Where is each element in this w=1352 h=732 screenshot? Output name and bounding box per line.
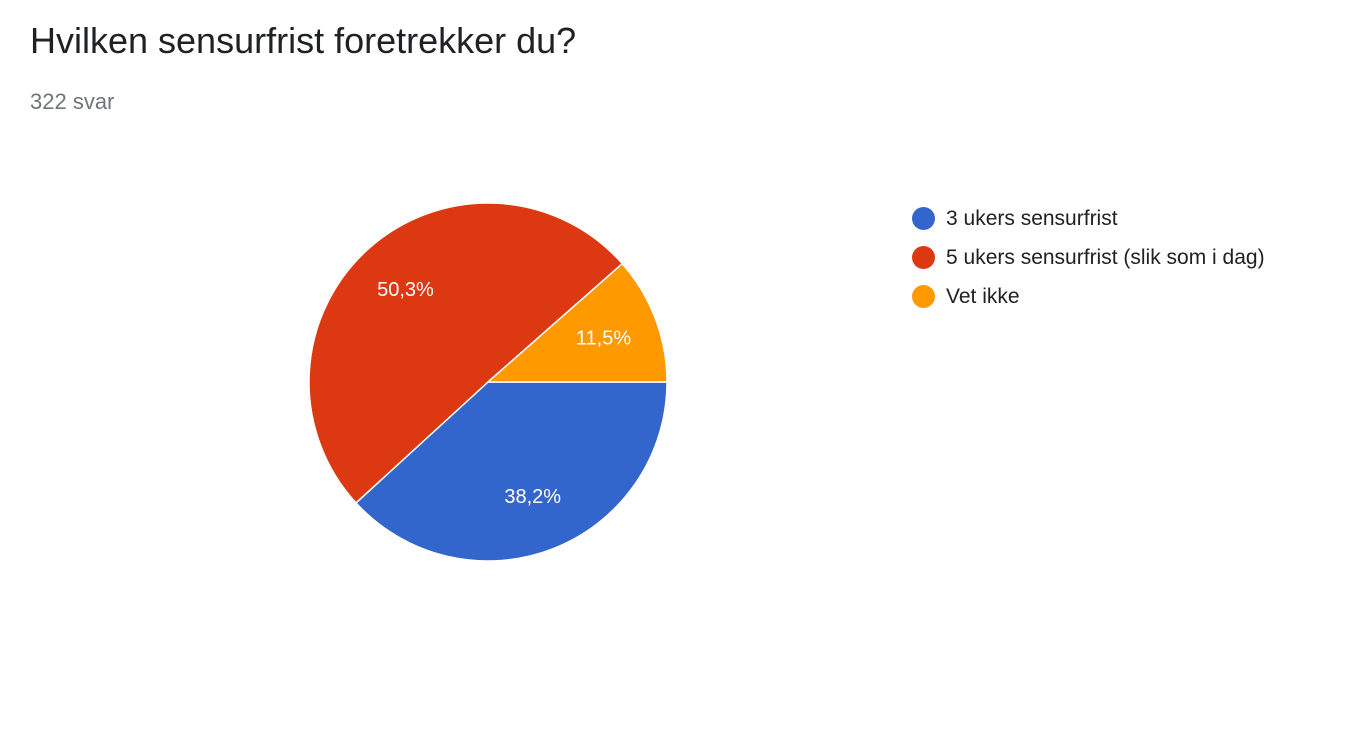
pie-slice-3-ukers[interactable] xyxy=(354,381,668,562)
legend-label: 3 ukers sensurfrist xyxy=(946,206,1118,230)
data-label-vet-ikke: 11,5% xyxy=(576,327,631,349)
response-count: 322 svar xyxy=(30,89,115,114)
data-label-5-ukers: 50,3% xyxy=(377,279,434,301)
legend-swatch xyxy=(912,207,935,230)
chart-title: Hvilken sensurfrist foretrekker du? xyxy=(30,20,577,61)
pie-slice-vet-ikke[interactable] xyxy=(486,262,668,383)
legend-item-vet-ikke[interactable]: Vet ikke xyxy=(912,277,1265,316)
data-label-3-ukers: 38,2% xyxy=(504,486,561,508)
legend-label: Vet ikke xyxy=(946,284,1020,308)
legend-item-5-ukers[interactable]: 5 ukers sensurfrist (slik som i dag) xyxy=(912,238,1265,277)
legend-swatch xyxy=(912,285,935,308)
legend-label: 5 ukers sensurfrist (slik som i dag) xyxy=(946,245,1265,269)
legend-swatch xyxy=(912,246,935,269)
pie-slice-5-ukers[interactable] xyxy=(308,202,624,504)
legend-item-3-ukers[interactable]: 3 ukers sensurfrist xyxy=(912,199,1265,238)
legend: 3 ukers sensurfrist 5 ukers sensurfrist … xyxy=(912,199,1265,316)
